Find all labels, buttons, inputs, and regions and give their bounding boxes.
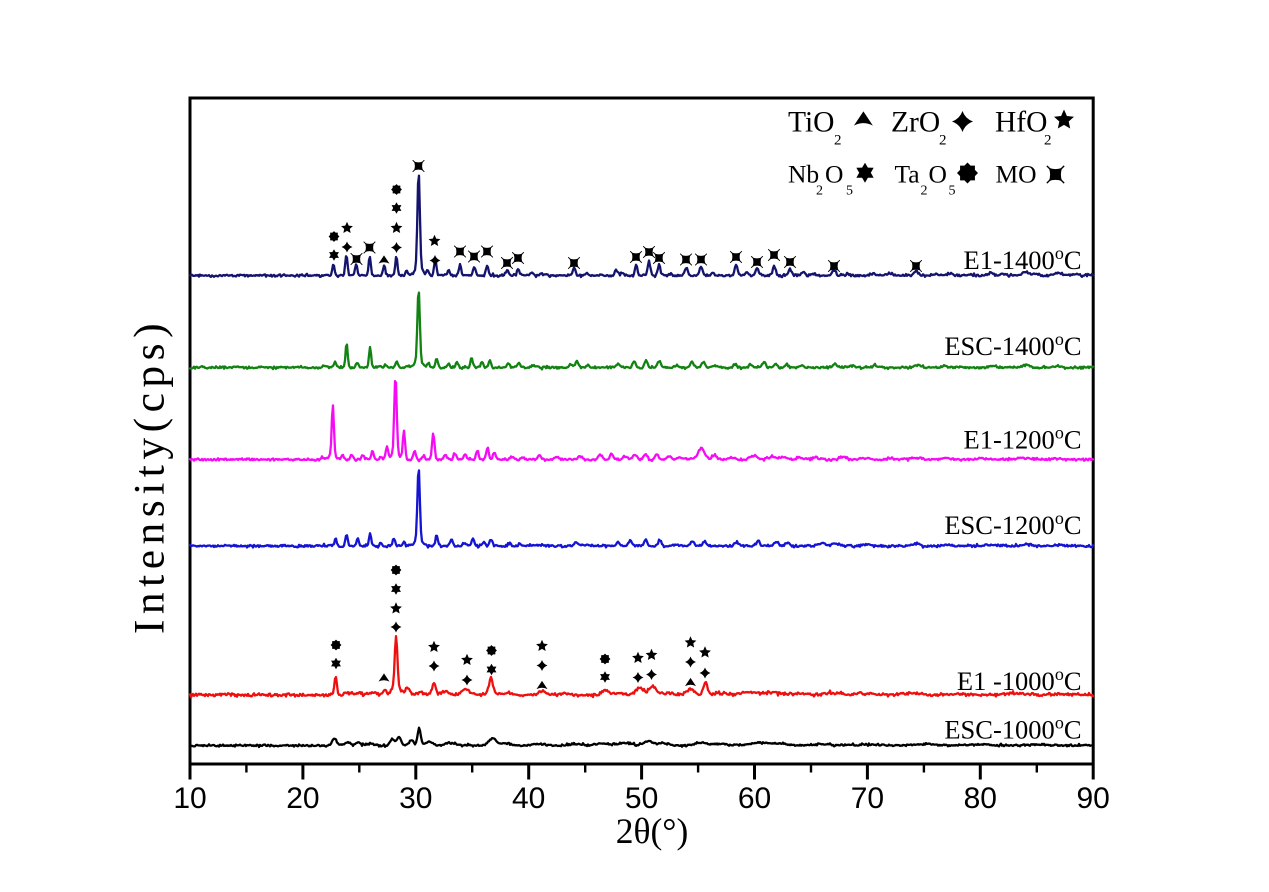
svg-text:2: 2 xyxy=(834,133,842,149)
svg-text:E1-1200oC: E1-1200oC xyxy=(964,423,1082,455)
svg-text:O: O xyxy=(825,160,843,189)
svg-text:2: 2 xyxy=(939,133,947,149)
svg-text:TiO: TiO xyxy=(788,107,834,139)
svg-text:Ta: Ta xyxy=(895,160,920,189)
svg-text:O: O xyxy=(929,160,947,189)
svg-text:80: 80 xyxy=(964,782,997,815)
svg-text:40: 40 xyxy=(512,782,545,815)
svg-text:70: 70 xyxy=(851,782,884,815)
svg-text:E1-1400oC: E1-1400oC xyxy=(964,243,1082,275)
svg-text:2θ(°): 2θ(°) xyxy=(616,811,689,851)
svg-text:Intensity(cps): Intensity(cps) xyxy=(126,318,174,634)
svg-text:5: 5 xyxy=(949,184,956,199)
svg-text:2: 2 xyxy=(816,184,823,199)
svg-text:20: 20 xyxy=(286,782,319,815)
svg-text:HfO: HfO xyxy=(995,107,1047,139)
svg-text:90: 90 xyxy=(1077,782,1110,815)
svg-text:30: 30 xyxy=(399,782,432,815)
svg-text:5: 5 xyxy=(846,184,853,199)
svg-text:Nb: Nb xyxy=(788,160,819,189)
svg-text:60: 60 xyxy=(738,782,771,815)
svg-text:10: 10 xyxy=(173,782,206,815)
svg-text:2: 2 xyxy=(1044,133,1052,149)
svg-text:50: 50 xyxy=(625,782,658,815)
svg-text:MO: MO xyxy=(996,160,1037,189)
svg-text:2: 2 xyxy=(921,184,928,199)
svg-text:ZrO: ZrO xyxy=(891,107,940,139)
